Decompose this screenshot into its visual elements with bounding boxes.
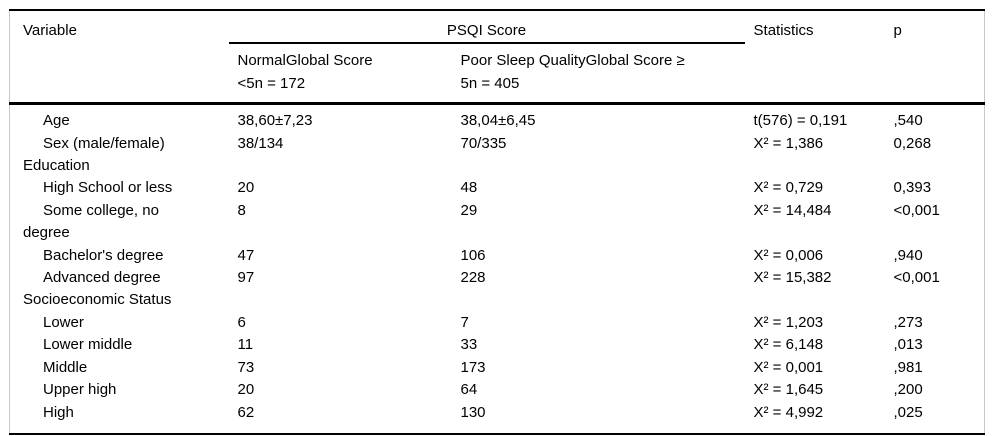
- cell-normal-score: 11: [237, 336, 254, 354]
- cell-normal-score: 62: [237, 403, 255, 421]
- cell-statistics: t(576) = 0,191: [753, 112, 848, 130]
- cell-p-value: 0,393: [893, 179, 932, 197]
- cell-p-value: [885, 155, 985, 177]
- table-body: Age 38,60±7,23 38,04±6,45 t(576) = 0,191…: [10, 104, 985, 434]
- cell-statistics: X² = 15,382: [753, 269, 832, 287]
- cell-variable: High: [43, 403, 74, 421]
- table-row: Age 38,60±7,23 38,04±6,45 t(576) = 0,191…: [10, 104, 985, 133]
- cell-p-value: [885, 289, 985, 311]
- table-row: Lower middle 11 33 X² = 6,148 ,013: [10, 334, 985, 356]
- table-row: Education: [10, 155, 985, 177]
- cell-p-value: <0,001: [893, 201, 940, 219]
- cell-variable: Socioeconomic Status: [23, 291, 172, 309]
- cell-statistics: [745, 289, 885, 311]
- cell-normal-score: 73: [237, 358, 255, 376]
- cell-statistics: X² = 0,006: [753, 246, 824, 264]
- table-row: Sex (male/female) 38/134 70/335 X² = 1,3…: [10, 133, 985, 155]
- cell-p-value: ,200: [893, 381, 923, 399]
- cell-statistics: X² = 0,729: [753, 179, 824, 197]
- table-row: Some college, no degree 8 29 X² = 14,484…: [10, 200, 985, 245]
- cell-variable: Bachelor's degree: [43, 246, 164, 264]
- column-header-p: p: [893, 22, 902, 39]
- header-row-sub: NormalGlobal Score <5n = 172 Poor Sleep …: [10, 43, 985, 103]
- cell-p-value: 0,268: [893, 134, 932, 152]
- cell-poor-sleep-score: 33: [460, 336, 478, 354]
- cell-normal-score: 8: [237, 201, 246, 219]
- cell-variable: Lower: [43, 313, 84, 331]
- cell-statistics: X² = 1,645: [753, 381, 824, 399]
- cell-p-value: ,540: [893, 112, 923, 130]
- cell-statistics: X² = 4,992: [753, 403, 824, 421]
- cell-statistics: X² = 6,148: [753, 336, 824, 354]
- cell-variable: Some college, no degree: [23, 201, 159, 242]
- cell-variable: High School or less: [43, 179, 173, 197]
- cell-statistics: X² = 14,484: [753, 201, 832, 219]
- column-header-variable: Variable: [23, 22, 77, 39]
- cell-variable: Age: [43, 112, 70, 130]
- cell-normal-score: [229, 155, 452, 177]
- cell-poor-sleep-score: 228: [460, 269, 486, 287]
- table-row: Socioeconomic Status: [10, 289, 985, 311]
- table-header: Variable PSQI Score Statistics p NormalG…: [9, 10, 985, 104]
- cell-poor-sleep-score: 130: [460, 403, 486, 421]
- cell-p-value: ,025: [893, 403, 923, 421]
- cell-p-value: ,273: [893, 313, 923, 331]
- cell-variable: Sex (male/female): [43, 134, 165, 152]
- column-header-psqi-score: PSQI Score: [228, 10, 745, 45]
- cell-normal-score: 20: [237, 179, 255, 197]
- table-row: Advanced degree 97 228 X² = 15,382 <0,00…: [10, 267, 985, 289]
- cell-variable: Advanced degree: [43, 269, 161, 287]
- cell-poor-sleep-score: 64: [460, 381, 478, 399]
- cell-poor-sleep-score: 38,04±6,45: [460, 112, 536, 130]
- cell-statistics: [745, 155, 885, 177]
- cell-normal-score: 47: [237, 246, 255, 264]
- cell-statistics: X² = 1,386: [753, 134, 824, 152]
- table-row: Middle 73 173 X² = 0,001 ,981: [10, 357, 985, 379]
- cell-normal-score: 6: [237, 313, 246, 331]
- psqi-statistics-table: Variable PSQI Score Statistics p NormalG…: [9, 9, 986, 435]
- cell-p-value: <0,001: [893, 269, 940, 287]
- cell-normal-score: 97: [237, 269, 255, 287]
- table-row: Bachelor's degree 47 106 X² = 0,006 ,940: [10, 245, 985, 267]
- cell-variable: Upper high: [43, 381, 117, 399]
- cell-variable: Lower middle: [43, 336, 133, 354]
- cell-normal-score: 38/134: [237, 134, 284, 152]
- cell-normal-score: 38,60±7,23: [237, 112, 313, 130]
- cell-normal-score: 20: [237, 381, 255, 399]
- cell-variable: Middle: [43, 358, 88, 376]
- header-row-main: Variable PSQI Score Statistics p: [10, 10, 985, 45]
- subcolumn-header-poor-sleep: Poor Sleep QualityGlobal Score ≥ 5n = 40…: [460, 52, 685, 92]
- cell-poor-sleep-score: 7: [460, 313, 469, 331]
- cell-p-value: ,940: [893, 246, 923, 264]
- cell-poor-sleep-score: [452, 155, 745, 177]
- column-header-statistics: Statistics: [753, 22, 814, 39]
- cell-poor-sleep-score: 48: [460, 179, 478, 197]
- cell-p-value: ,013: [893, 336, 923, 354]
- cell-poor-sleep-score: 173: [460, 358, 486, 376]
- cell-statistics: X² = 1,203: [753, 313, 824, 331]
- cell-poor-sleep-score: 29: [460, 201, 478, 219]
- cell-statistics: X² = 0,001: [753, 358, 824, 376]
- cell-poor-sleep-score: 70/335: [460, 134, 507, 152]
- cell-poor-sleep-score: 106: [460, 246, 486, 264]
- table-row: Upper high 20 64 X² = 1,645 ,200: [10, 379, 985, 401]
- table-row: High 62 130 X² = 4,992 ,025: [10, 402, 985, 434]
- cell-poor-sleep-score: [452, 289, 745, 311]
- table-row: High School or less 20 48 X² = 0,729 0,3…: [10, 177, 985, 199]
- cell-p-value: ,981: [893, 358, 923, 376]
- table-row: Lower 6 7 X² = 1,203 ,273: [10, 312, 985, 334]
- cell-variable: Education: [23, 157, 90, 175]
- statistics-table-container: Variable PSQI Score Statistics p NormalG…: [9, 9, 986, 435]
- subcolumn-header-normal: NormalGlobal Score <5n = 172: [237, 52, 373, 92]
- cell-normal-score: [229, 289, 452, 311]
